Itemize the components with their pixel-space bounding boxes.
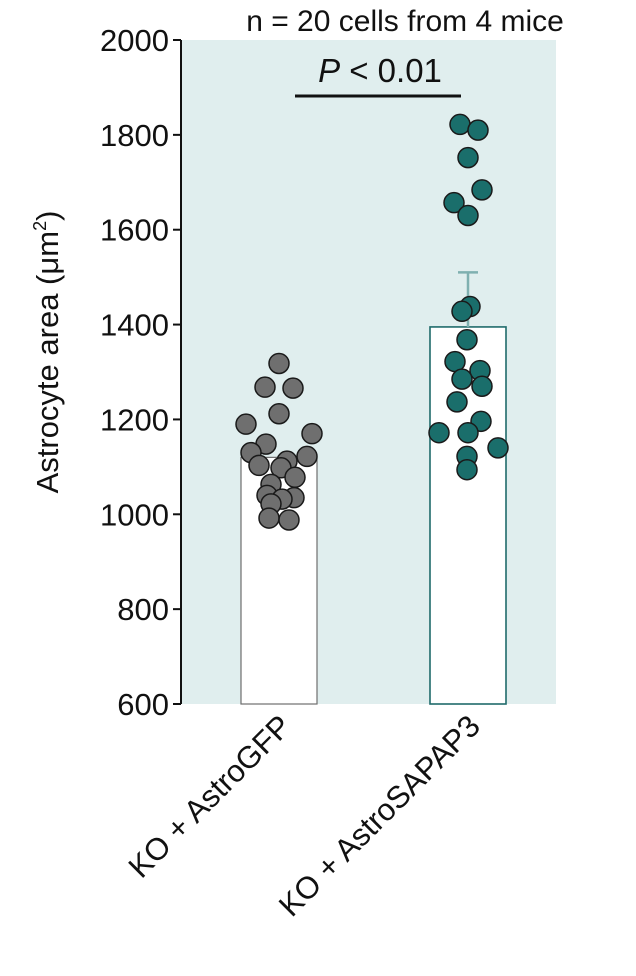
y-tick-label: 1800 xyxy=(100,118,169,153)
data-point xyxy=(449,113,471,136)
data-point xyxy=(456,458,478,481)
x-tick-label: KO + AstroGFP xyxy=(122,708,298,884)
y-tick-label: 800 xyxy=(117,592,169,627)
data-point xyxy=(301,422,323,445)
data-point xyxy=(471,375,493,397)
chart-title: n = 20 cells from 4 mice xyxy=(246,5,564,38)
significance-annotation: P < 0.01 xyxy=(295,52,461,98)
y-tick-label: 1600 xyxy=(100,213,169,248)
data-point xyxy=(235,413,257,435)
y-tick-label: 600 xyxy=(117,687,169,722)
data-point xyxy=(443,191,465,214)
y-tick-label: 1200 xyxy=(100,402,169,437)
data-point xyxy=(268,402,290,425)
y-axis: 600 800 1000 1200 1400 1600 1800 2000 xyxy=(100,23,182,722)
data-point xyxy=(258,507,280,529)
data-point xyxy=(284,466,306,489)
data-point xyxy=(278,509,300,531)
p-threshold: < 0.01 xyxy=(340,52,442,89)
y-tick-label: 1000 xyxy=(100,497,169,532)
p-value: P < 0.01 xyxy=(318,52,442,89)
data-point xyxy=(457,421,479,444)
data-points xyxy=(235,113,509,531)
data-point xyxy=(471,179,493,201)
p-symbol: P xyxy=(318,52,340,89)
data-point xyxy=(296,445,318,468)
data-point xyxy=(456,328,478,351)
y-axis-label: Astrocyte area (μm2) xyxy=(30,211,65,494)
data-point xyxy=(428,421,450,444)
data-point xyxy=(254,376,276,398)
y-tick-label: 1400 xyxy=(100,308,169,343)
y-tick-label: 2000 xyxy=(100,23,169,58)
data-point xyxy=(487,437,509,459)
data-point xyxy=(446,391,468,413)
data-point xyxy=(282,377,304,399)
data-point xyxy=(451,300,473,323)
data-point xyxy=(248,454,270,477)
data-point xyxy=(451,368,473,390)
data-point xyxy=(268,352,290,375)
data-point xyxy=(467,119,489,141)
x-tick-label: KO + AstroSAPAP3 xyxy=(272,708,487,923)
data-point xyxy=(457,204,479,227)
data-point xyxy=(457,146,479,169)
